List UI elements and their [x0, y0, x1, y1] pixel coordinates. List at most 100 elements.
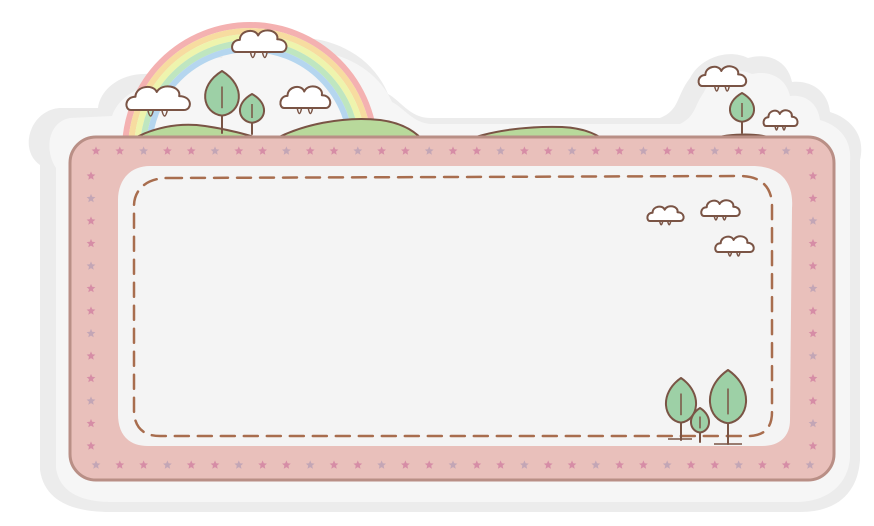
star-icon [186, 460, 196, 469]
dashed-border [132, 174, 774, 438]
tree-icon [204, 70, 240, 134]
cloud-icon [231, 29, 288, 59]
star-icon [808, 328, 818, 338]
tree-icon [664, 377, 698, 441]
star-icon [86, 441, 96, 450]
star-icon [210, 146, 220, 155]
tree-icon [729, 92, 755, 134]
star-icon [163, 146, 172, 155]
star-icon [808, 261, 818, 270]
star-icon [86, 328, 96, 338]
star-icon [639, 146, 648, 155]
star-icon [258, 460, 267, 469]
star-icon [710, 146, 720, 155]
star-icon [305, 460, 315, 469]
star-icon [808, 441, 818, 450]
star-icon [91, 146, 101, 155]
star-icon [808, 396, 818, 405]
cloud-icon [125, 85, 191, 117]
star-icon [86, 306, 96, 315]
star-icon [210, 460, 220, 469]
star-icon [115, 146, 125, 155]
star-icon [734, 460, 743, 469]
star-icon [86, 216, 96, 225]
star-icon [591, 146, 601, 155]
star-icon [353, 146, 363, 155]
star-icon [139, 460, 148, 469]
cloud-icon [646, 205, 685, 226]
inner-panel [118, 166, 793, 446]
star-icon [329, 460, 339, 469]
star-icon [86, 283, 96, 293]
star-icon [115, 460, 125, 469]
star-pattern [86, 146, 818, 469]
trees [204, 70, 755, 445]
star-icon [520, 146, 529, 155]
star-icon [808, 306, 818, 315]
star-icon [808, 216, 818, 225]
cloud-icon [714, 235, 755, 257]
star-icon [472, 460, 482, 469]
tree-icon [239, 93, 265, 135]
star-icon [662, 460, 672, 469]
cloud-icon [279, 85, 332, 115]
star-icon [639, 460, 648, 469]
star-icon [808, 193, 818, 203]
star-icon [520, 460, 529, 469]
star-icon [808, 171, 818, 180]
star-icon [86, 261, 96, 270]
star-icon [401, 146, 410, 155]
star-icon [472, 146, 482, 155]
cloud-icon [762, 109, 799, 131]
star-icon [808, 418, 818, 428]
star-icon [86, 193, 96, 203]
star-icon [424, 460, 434, 469]
star-icon [163, 460, 172, 469]
star-icon [781, 146, 791, 155]
star-icon [91, 460, 101, 469]
star-icon [86, 418, 96, 428]
star-icon [543, 460, 553, 469]
star-icon [86, 238, 96, 248]
cloud-icon [697, 65, 748, 92]
star-icon [496, 146, 505, 155]
star-icon [424, 146, 434, 155]
star-icon [686, 460, 696, 469]
star-icon [139, 146, 148, 155]
star-icon [329, 146, 339, 155]
star-icon [805, 146, 815, 155]
star-icon [591, 460, 601, 469]
star-icon [258, 146, 267, 155]
star-icon [758, 146, 767, 155]
star-icon [808, 238, 818, 248]
tree-icon [709, 369, 747, 445]
star-icon [615, 460, 624, 469]
star-icon [282, 460, 291, 469]
star-icon [662, 146, 672, 155]
star-icon [805, 460, 815, 469]
tree-icon [690, 407, 710, 443]
star-icon [86, 396, 96, 405]
star-icon [567, 460, 577, 469]
star-icon [710, 460, 720, 469]
star-icon [377, 146, 386, 155]
cloud-icon [700, 199, 741, 221]
star-icon [186, 146, 196, 155]
star-icon [86, 373, 96, 383]
star-icon [808, 351, 818, 360]
star-icon [353, 460, 363, 469]
star-icon [496, 460, 505, 469]
star-icon [377, 460, 386, 469]
star-icon [234, 146, 244, 155]
pink-frame [68, 135, 836, 482]
star-icon [401, 460, 410, 469]
star-icon [86, 351, 96, 360]
star-icon [234, 460, 244, 469]
star-icon [781, 460, 791, 469]
star-icon [86, 171, 96, 180]
star-icon [808, 373, 818, 383]
clouds [125, 29, 799, 257]
star-icon [543, 146, 553, 155]
